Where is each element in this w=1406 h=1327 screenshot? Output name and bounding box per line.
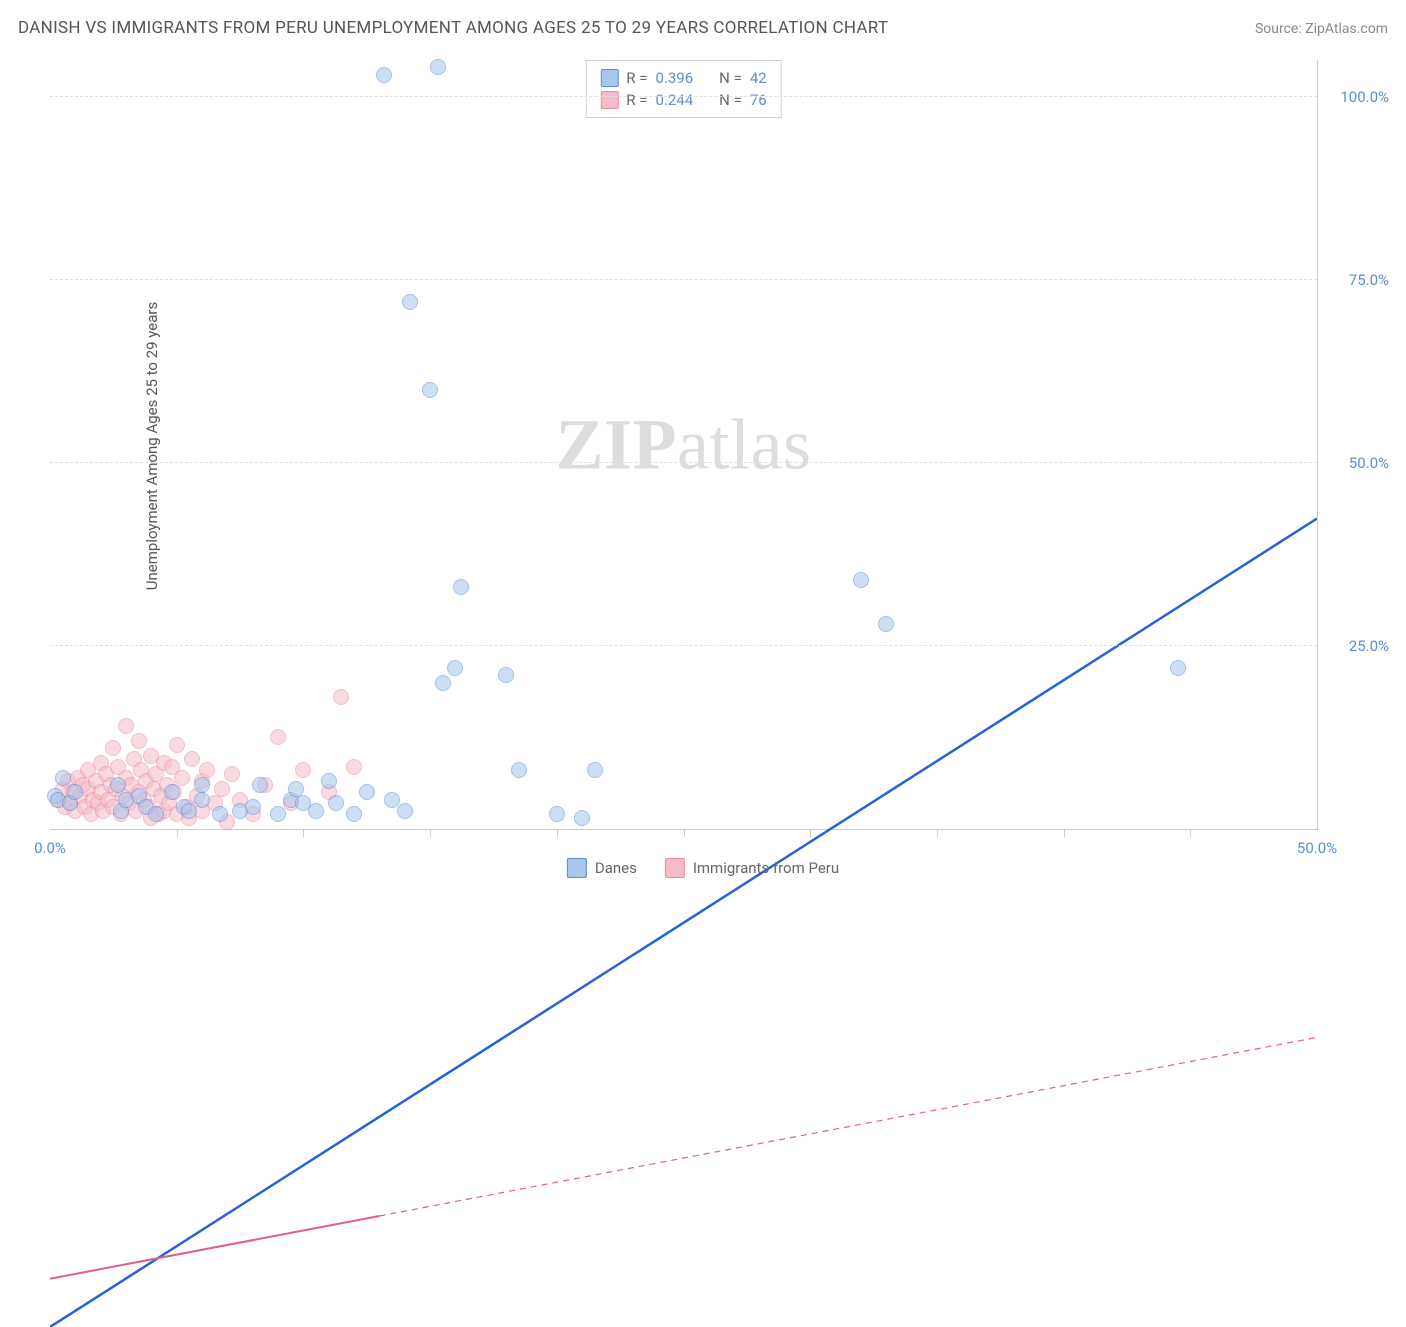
data-point [359,784,375,800]
xtick [684,829,685,837]
data-point [164,784,180,800]
xtick [557,829,558,837]
legend-label-danes: Danes [595,859,637,877]
xtick-label: 0.0% [34,839,66,857]
data-point [288,781,304,797]
correlation-legend: R = 0.396 N = 42 R = 0.244 N = 76 [585,60,781,118]
data-point [878,616,894,632]
data-point [853,572,869,588]
data-point [435,675,451,691]
n-label: N = [719,69,742,87]
correlation-row-danes: R = 0.396 N = 42 [600,67,766,89]
swatch-danes [600,69,618,87]
data-point [346,806,362,822]
series-legend: Danes Immigrants from Peru [567,858,839,878]
r-value-danes: 0.396 [655,69,693,87]
data-point [447,660,463,676]
data-point [430,59,446,75]
data-point [376,67,392,83]
data-point [148,806,164,822]
watermark-bold: ZIP [556,404,678,484]
r-label: R = [626,91,647,109]
data-point [321,773,337,789]
data-point [270,729,286,745]
xtick [177,829,178,837]
data-point [105,740,121,756]
ytick-label: 50.0% [1349,454,1389,472]
data-point [511,762,527,778]
r-label: R = [626,69,647,87]
n-label: N = [719,91,742,109]
xtick [937,829,938,837]
legend-swatch-danes [567,858,587,878]
xtick [810,829,811,837]
data-point [453,579,469,595]
data-point [224,766,240,782]
data-point [184,751,200,767]
data-point [131,733,147,749]
data-point [574,810,590,826]
data-point [328,795,344,811]
watermark-light: atlas [677,404,811,484]
legend-swatch-peru [665,858,685,878]
watermark: ZIPatlas [556,403,812,486]
data-point [346,759,362,775]
gridline-h [50,96,1317,97]
data-point [174,770,190,786]
data-point [270,806,286,822]
data-point [245,799,261,815]
plot-area: ZIPatlas R = 0.396 N = 42 R = 0.244 N = … [50,60,1318,830]
data-point [181,803,197,819]
data-point [110,777,126,793]
data-point [295,762,311,778]
data-point [212,806,228,822]
gridline-h [50,462,1317,463]
chart-title: DANISH VS IMMIGRANTS FROM PERU UNEMPLOYM… [18,18,888,38]
xtick-label: 50.0% [1297,839,1337,857]
r-value-peru: 0.244 [655,91,693,109]
data-point [587,762,603,778]
legend-item-danes: Danes [567,858,637,878]
xtick [1064,829,1065,837]
data-point [118,718,134,734]
data-point [422,382,438,398]
legend-item-peru: Immigrants from Peru [665,858,839,878]
ytick-label: 100.0% [1340,88,1389,106]
data-point [199,762,215,778]
chart-header: DANISH VS IMMIGRANTS FROM PERU UNEMPLOYM… [18,18,1388,38]
trend-lines [50,60,1317,1327]
data-point [498,667,514,683]
swatch-peru [600,91,618,109]
xtick [430,829,431,837]
data-point [308,803,324,819]
data-point [214,781,230,797]
chart-source: Source: ZipAtlas.com [1255,21,1388,37]
xtick [303,829,304,837]
data-point [333,689,349,705]
data-point [55,770,71,786]
data-point [1170,660,1186,676]
data-point [169,737,185,753]
data-point [397,803,413,819]
data-point [549,806,565,822]
n-value-danes: 42 [750,69,767,87]
correlation-row-peru: R = 0.244 N = 76 [600,89,766,111]
data-point [402,294,418,310]
legend-label-peru: Immigrants from Peru [693,859,839,877]
n-value-peru: 76 [750,91,767,109]
data-point [194,792,210,808]
data-point [194,777,210,793]
xtick [1190,829,1191,837]
gridline-h [50,645,1317,646]
ytick-label: 75.0% [1349,271,1389,289]
data-point [67,784,83,800]
ytick-label: 25.0% [1349,637,1389,655]
data-point [252,777,268,793]
gridline-h [50,279,1317,280]
